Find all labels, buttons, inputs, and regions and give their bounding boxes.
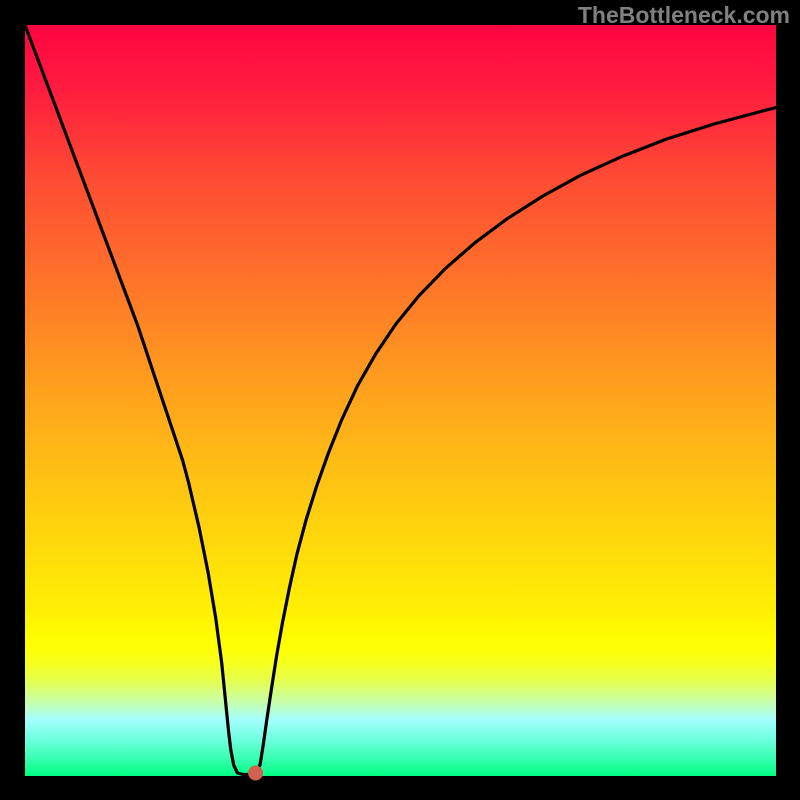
chart-frame: TheBottleneck.com	[0, 0, 800, 800]
watermark-text: TheBottleneck.com	[578, 2, 790, 29]
plot-area	[25, 25, 776, 776]
optimum-marker	[248, 766, 263, 781]
chart-overlay-svg	[25, 25, 776, 776]
bottleneck-curve	[25, 25, 776, 775]
